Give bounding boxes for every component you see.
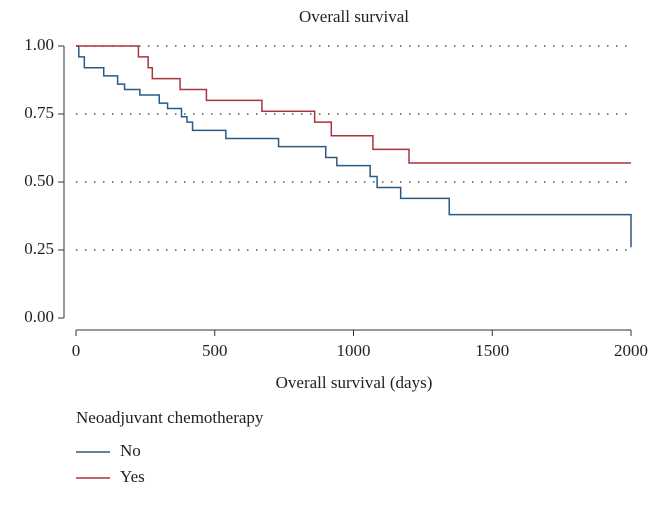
x-axis-label: Overall survival (days) xyxy=(276,373,433,392)
x-tick-label: 1500 xyxy=(475,341,509,360)
y-tick-label: 0.50 xyxy=(24,171,54,190)
survival-line xyxy=(76,45,632,248)
legend-label: No xyxy=(120,441,141,460)
y-tick-label: 0.75 xyxy=(24,103,54,122)
legend-title: Neoadjuvant chemotherapy xyxy=(76,408,264,427)
x-tick-label: 500 xyxy=(202,341,228,360)
y-tick-label: 0.00 xyxy=(24,307,54,326)
x-tick-label: 0 xyxy=(72,341,81,360)
survival-line xyxy=(76,45,631,164)
legend-label: Yes xyxy=(120,467,145,486)
x-tick-label: 1000 xyxy=(337,341,371,360)
y-tick-label: 0.25 xyxy=(24,239,54,258)
x-tick-label: 2000 xyxy=(614,341,648,360)
y-tick-label: 1.00 xyxy=(24,35,54,54)
chart-title: Overall survival xyxy=(299,7,409,26)
